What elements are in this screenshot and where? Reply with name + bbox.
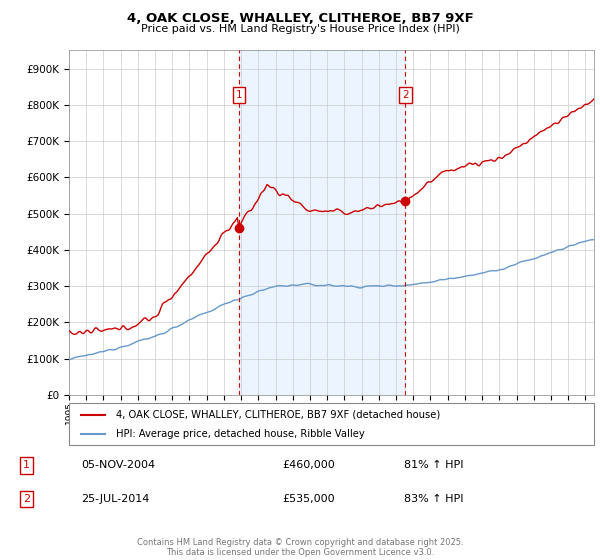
Text: HPI: Average price, detached house, Ribble Valley: HPI: Average price, detached house, Ribb… [116,429,365,439]
Text: 4, OAK CLOSE, WHALLEY, CLITHEROE, BB7 9XF (detached house): 4, OAK CLOSE, WHALLEY, CLITHEROE, BB7 9X… [116,409,440,419]
Bar [239,50,406,395]
Text: 81% ↑ HPI: 81% ↑ HPI [404,460,463,470]
Text: Contains HM Land Registry data © Crown copyright and database right 2025.
This d: Contains HM Land Registry data © Crown c… [137,538,463,557]
Text: 1: 1 [23,460,30,470]
Text: £460,000: £460,000 [283,460,335,470]
Text: 05-NOV-2004: 05-NOV-2004 [81,460,155,470]
Text: 83% ↑ HPI: 83% ↑ HPI [404,494,463,504]
Text: 1: 1 [236,90,242,100]
Text: Price paid vs. HM Land Registry's House Price Index (HPI): Price paid vs. HM Land Registry's House … [140,24,460,34]
Text: 2: 2 [402,90,409,100]
Text: 4, OAK CLOSE, WHALLEY, CLITHEROE, BB7 9XF: 4, OAK CLOSE, WHALLEY, CLITHEROE, BB7 9X… [127,12,473,25]
Text: 25-JUL-2014: 25-JUL-2014 [81,494,149,504]
Text: £535,000: £535,000 [283,494,335,504]
Text: 2: 2 [23,494,30,504]
FancyBboxPatch shape [69,403,594,445]
